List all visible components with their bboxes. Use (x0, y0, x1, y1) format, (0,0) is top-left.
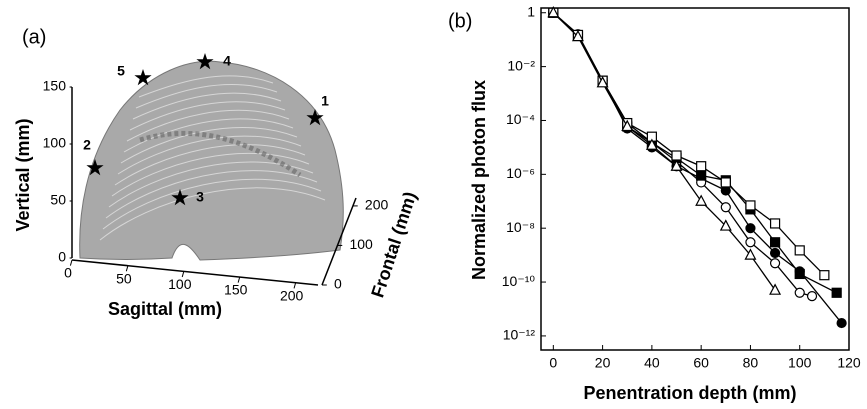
data-point (795, 269, 804, 278)
data-point (697, 162, 706, 171)
tick-label: 100 (349, 236, 373, 252)
data-point (746, 224, 755, 233)
tick-label: 200 (365, 197, 389, 213)
panel-label: (b) (448, 10, 472, 32)
series-line (553, 13, 836, 293)
x-tick-label: 40 (644, 355, 660, 371)
plot-frame (541, 8, 849, 350)
tick-label: 0 (58, 249, 66, 265)
y-tick-label: 10⁻⁴ (506, 111, 535, 127)
x-tick-label: 120 (837, 355, 861, 371)
x-tick-label: 20 (595, 355, 611, 371)
y-tick-label: 1 (527, 3, 535, 19)
head-surface (80, 61, 344, 260)
series-line (553, 13, 824, 275)
data-point (746, 238, 755, 247)
data-point (795, 288, 804, 297)
tick-label: 100 (168, 276, 192, 292)
x-tick-label: 60 (693, 355, 709, 371)
y-tick-label: 10⁻¹² (503, 327, 536, 343)
data-point (771, 259, 780, 268)
data-point (820, 271, 829, 280)
tick-label: 150 (43, 78, 67, 94)
axis-line (72, 260, 318, 285)
figure: (a) (b) Sagittal (mm) Frontal (mm) Verti… (0, 0, 867, 409)
y-tick-label: 10⁻⁶ (506, 165, 535, 181)
tick-label: 50 (116, 270, 132, 286)
y-tick-label: 10⁻¹⁰ (502, 273, 536, 289)
x-tick-label: 80 (743, 355, 759, 371)
data-point (721, 178, 730, 187)
y-tick-label: 10⁻² (507, 57, 535, 73)
y-tick-label: 10⁻⁸ (506, 219, 535, 235)
marker-label: 1 (321, 93, 329, 109)
z-axis-label: Vertical (mm) (13, 118, 33, 231)
data-point (771, 219, 780, 228)
data-point (808, 292, 817, 301)
marker-label: 3 (196, 189, 204, 205)
data-point (672, 151, 681, 160)
marker-label: 4 (223, 53, 231, 69)
panel-label: (a) (22, 26, 46, 48)
marker-label: 5 (117, 63, 125, 79)
tick-label: 200 (280, 287, 304, 303)
tick-label: 100 (43, 135, 67, 151)
data-point (837, 319, 846, 328)
x-axis-label: Penentration depth (mm) (583, 383, 796, 403)
x-tick-label: 100 (788, 355, 812, 371)
x-tick-label: 0 (549, 355, 557, 371)
data-point (746, 201, 755, 210)
tick-label: 0 (64, 265, 72, 281)
data-point (832, 288, 841, 297)
marker-label: 2 (83, 137, 91, 153)
data-point (697, 171, 706, 180)
data-point (771, 238, 780, 247)
data-point (721, 203, 730, 212)
x-axis-label: Sagittal (mm) (108, 299, 222, 319)
data-point (795, 246, 804, 255)
tick-label: 50 (50, 192, 66, 208)
data-point (771, 248, 780, 257)
y-axis-label: Normalized photon flux (469, 80, 489, 280)
tick-label: 0 (334, 276, 342, 292)
tick-label: 150 (224, 282, 248, 298)
